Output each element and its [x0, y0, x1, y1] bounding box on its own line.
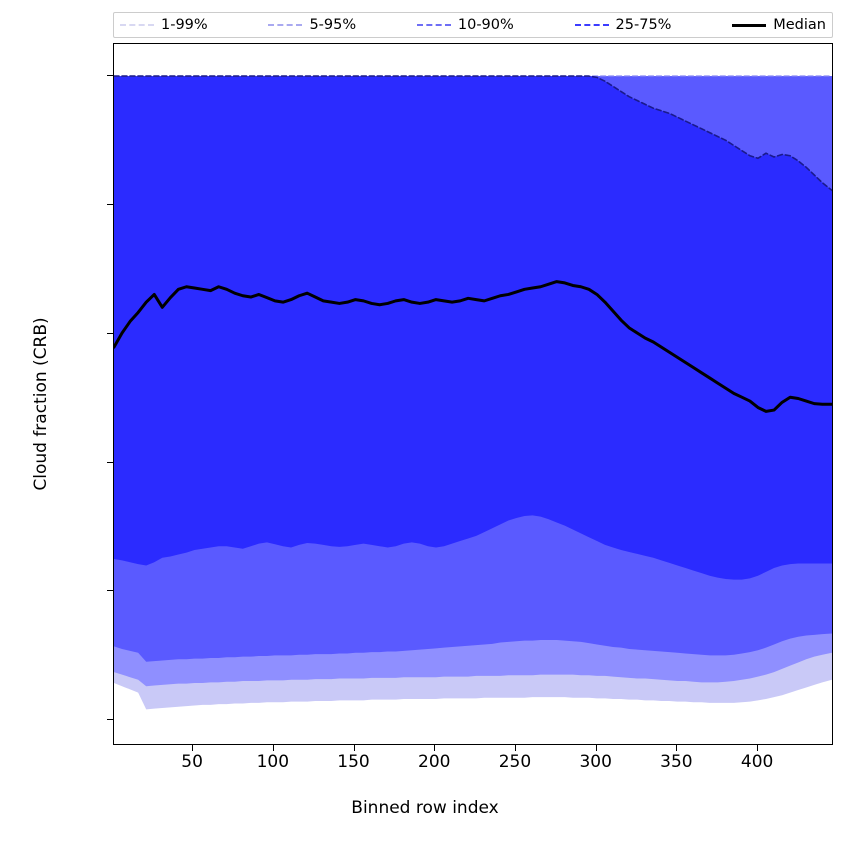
y-tick-mark: [107, 461, 113, 463]
legend-item-median: Median: [732, 18, 826, 33]
x-tick-mark: [676, 745, 678, 751]
x-tick-mark: [272, 745, 274, 751]
x-tick-mark: [595, 745, 597, 751]
x-tick-label: 150: [337, 752, 370, 772]
x-tick-label: 100: [256, 752, 290, 772]
plot-area: [113, 43, 833, 745]
legend-item-25-75: 25-75%: [574, 16, 672, 33]
legend-swatch-1-99-icon: [120, 24, 154, 26]
x-tick-label: 300: [579, 752, 612, 772]
legend-swatch-5-95-icon: [268, 24, 303, 26]
y-tick-mark: [107, 332, 113, 334]
x-tick-mark: [757, 745, 759, 751]
legend-item-10-90: 10-90%: [416, 16, 514, 33]
legend-label-5-95: 5-95%: [309, 16, 357, 33]
legend-swatch-25-75-icon: [574, 24, 609, 26]
x-tick-label: 350: [660, 752, 693, 772]
y-tick-mark: [107, 719, 113, 721]
x-tick-label: 200: [418, 752, 451, 772]
chart-legend: 1-99% 5-95% 10-90% 25-75% Median: [113, 12, 833, 38]
y-tick-mark: [107, 75, 113, 77]
x-tick-label: 50: [181, 752, 203, 772]
legend-label-1-99: 1-99%: [161, 16, 208, 33]
x-axis-label: Binned row index: [351, 798, 499, 818]
x-tick-label: 250: [498, 752, 532, 772]
y-axis-label: Cloud fraction (CRB): [31, 317, 51, 491]
x-tick-mark: [353, 745, 355, 751]
legend-swatch-median-icon: [732, 23, 767, 27]
legend-label-25-75: 25-75%: [615, 16, 672, 33]
legend-label-10-90: 10-90%: [457, 16, 514, 33]
line-p75: [114, 75, 832, 192]
legend-item-5-95: 5-95%: [268, 18, 356, 33]
legend-label-median: Median: [773, 16, 826, 33]
x-tick-mark: [192, 745, 194, 751]
legend-item-1-99: 1-99%: [120, 18, 208, 33]
x-tick-mark: [514, 745, 516, 751]
y-tick-mark: [107, 204, 113, 205]
x-tick-label: 400: [740, 752, 774, 772]
plot-canvas: [114, 75, 832, 710]
median-line: [114, 280, 832, 413]
x-tick-mark: [434, 745, 436, 751]
legend-swatch-10-90-icon: [416, 24, 451, 26]
band-25-75: [114, 76, 832, 580]
y-tick-mark: [107, 590, 113, 592]
